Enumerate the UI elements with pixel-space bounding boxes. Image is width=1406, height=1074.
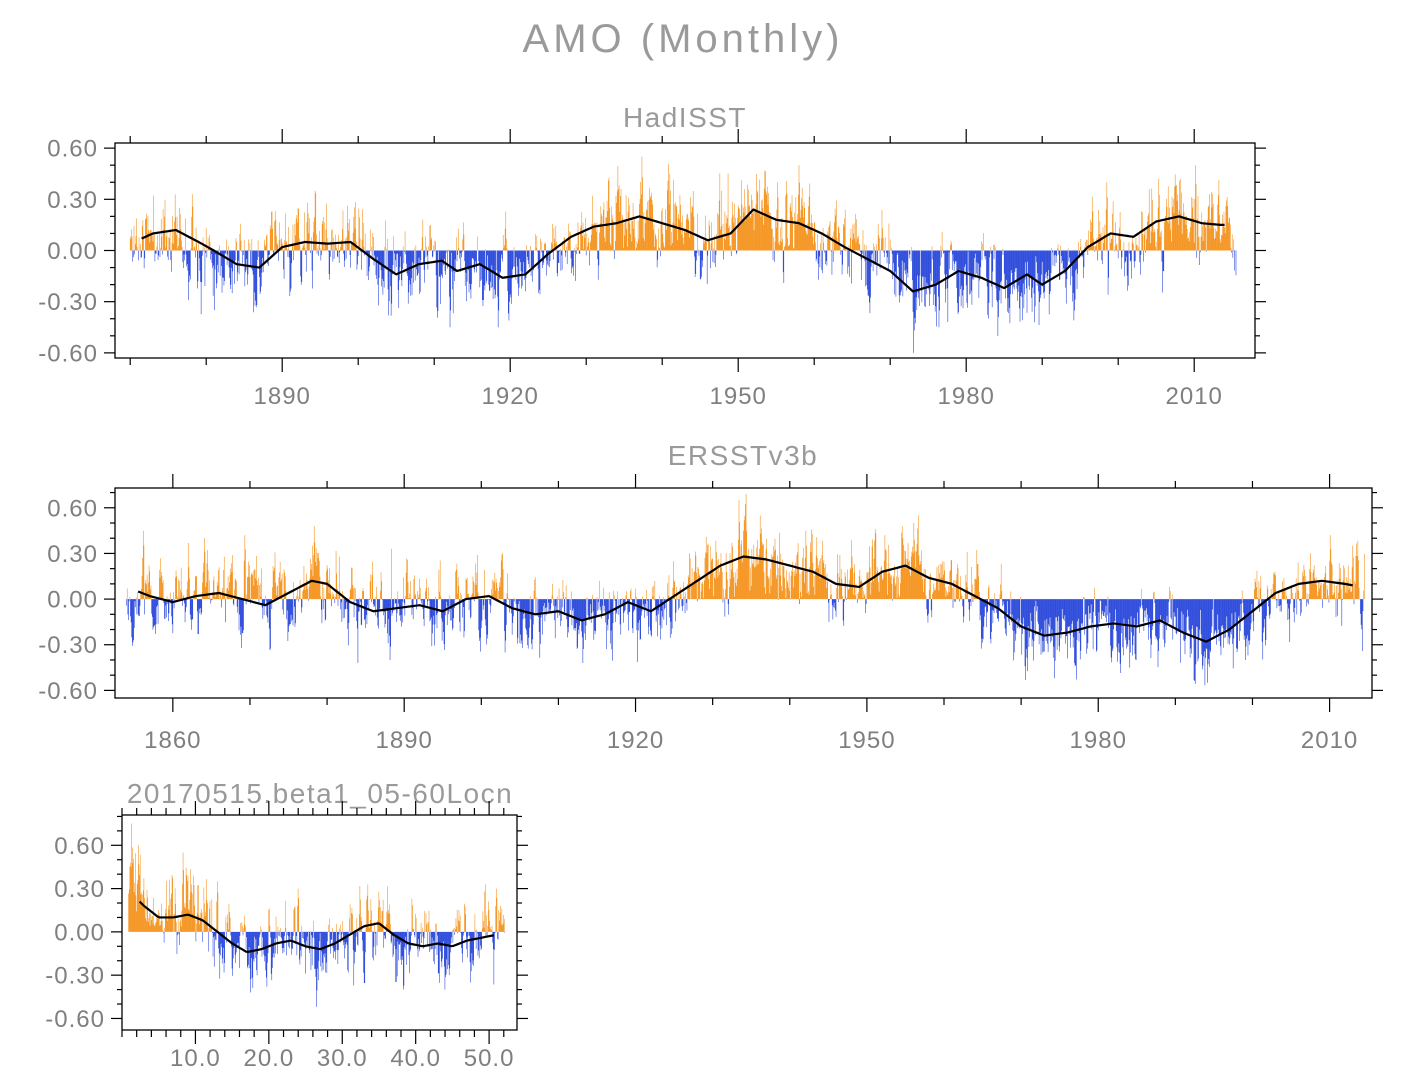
x-tick-label: 1920 xyxy=(607,727,664,754)
y-tick-label: 0.00 xyxy=(47,587,98,614)
smoothed-line xyxy=(137,555,1353,643)
x-tick-label: 1980 xyxy=(938,383,995,410)
y-tick-label: -0.60 xyxy=(38,678,98,705)
y-tick-label: 0.30 xyxy=(47,187,98,214)
y-tick-label: -0.30 xyxy=(45,963,105,990)
x-tick-label: 40.0 xyxy=(390,1045,441,1072)
y-tick-label: 0.60 xyxy=(54,833,105,860)
panel-1: 1860 1890 1920 1950 1980 2010 -0.60 -0.30 0.00 0.… xyxy=(38,474,1383,754)
panel-title-hadisst: HadISST xyxy=(623,102,747,133)
x-tick-label: 1980 xyxy=(1070,727,1127,754)
plot-frame xyxy=(121,814,518,1031)
x-tick-label: 1890 xyxy=(375,727,432,754)
bars-positive xyxy=(129,156,1236,251)
x-tick-label: 10.0 xyxy=(170,1045,221,1072)
x-tick-label: 20.0 xyxy=(243,1045,294,1072)
panel-title-model-run: 20170515.beta1_05-60Locn xyxy=(127,778,513,809)
y-tick-label: 0.00 xyxy=(54,919,105,946)
bars-positive xyxy=(128,823,505,932)
bars-negative xyxy=(126,599,1364,686)
smoothed-line xyxy=(138,900,495,953)
y-tick-label: 0.30 xyxy=(54,876,105,903)
y-tick-label: 0.00 xyxy=(47,238,98,265)
y-tick-label: 0.60 xyxy=(47,495,98,522)
panel-0: 1890 1920 1950 1980 2010 -0.60 -0.30 0.00 0.30 0.… xyxy=(38,129,1266,410)
x-tick-label: 1950 xyxy=(710,383,767,410)
y-tick-label: 0.60 xyxy=(47,136,98,163)
y-tick-label: -0.60 xyxy=(45,1006,105,1033)
x-tick-label: 30.0 xyxy=(317,1045,368,1072)
bars-negative xyxy=(132,250,1237,353)
panel-title-ersstv3b: ERSSTv3b xyxy=(668,440,819,471)
x-tick-label: 2010 xyxy=(1166,383,1223,410)
y-tick-label: 0.30 xyxy=(47,541,98,568)
figure-title: AMO (Monthly) xyxy=(523,17,844,61)
y-tick-label: -0.60 xyxy=(38,340,98,367)
panels-group: 1890 1920 1950 1980 2010 -0.60 -0.30 0.00 0.30 0.… xyxy=(38,129,1383,1072)
bars-positive xyxy=(126,493,1365,600)
x-tick-label: 2010 xyxy=(1301,727,1358,754)
y-tick-label: -0.30 xyxy=(38,632,98,659)
smoothed-line xyxy=(141,208,1225,293)
y-tick-label: -0.30 xyxy=(38,289,98,316)
panel-2: 10.0 20.0 30.0 40.0 50.0 -0.60 -0.30 0.00 0.30 0.… xyxy=(45,801,528,1072)
x-tick-label: 1890 xyxy=(254,383,311,410)
x-tick-label: 1950 xyxy=(838,727,895,754)
x-tick-label: 1920 xyxy=(482,383,539,410)
plot-frame xyxy=(114,487,1373,699)
x-tick-label: 50.0 xyxy=(464,1045,515,1072)
x-tick-label: 1860 xyxy=(144,727,201,754)
